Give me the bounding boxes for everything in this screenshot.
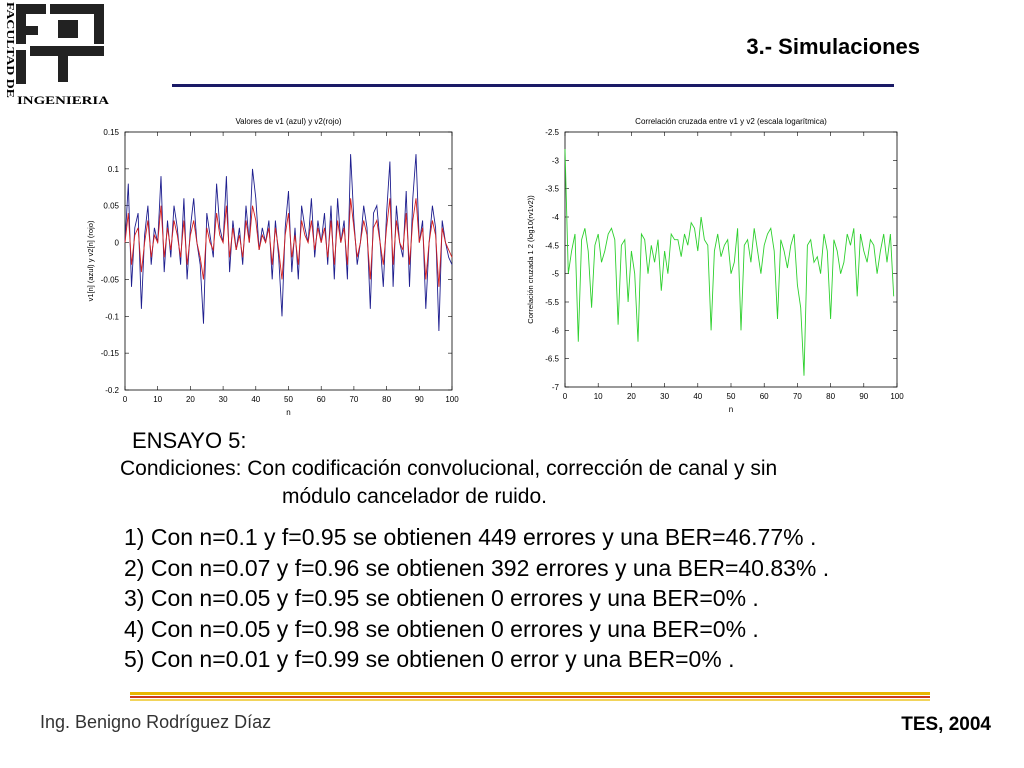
y-axis-label: v1[n] (azul) y v2[n] (rojo): [86, 220, 95, 301]
x-tick-label: 10: [153, 395, 162, 404]
chart-cross-correlation: Correlación cruzada entre v1 y v2 (escal…: [520, 100, 910, 420]
slide-title: 3.- Simulaciones: [746, 34, 920, 59]
title-divider: [172, 84, 894, 87]
y-tick-label: -2.5: [545, 128, 559, 137]
x-tick-label: 70: [349, 395, 358, 404]
footer-divider-gold: [130, 692, 930, 695]
course-label: TES, 2004: [901, 714, 991, 735]
series-line-1: [564, 148, 895, 376]
y-tick-label: -0.15: [101, 349, 120, 358]
chart-title: Correlación cruzada entre v1 y v2 (escal…: [635, 117, 827, 126]
result-item: 4) Con n=0.05 y f=0.98 se obtienen 0 err…: [124, 615, 759, 642]
x-tick-label: 100: [890, 392, 904, 401]
x-tick-label: 80: [382, 395, 391, 404]
y-tick-label: -4.5: [545, 241, 559, 250]
result-item: 5) Con n=0.01 y f=0.99 se obtienen 0 err…: [124, 646, 735, 672]
x-tick-label: 0: [563, 392, 568, 401]
x-tick-label: 50: [284, 395, 293, 404]
logo-text-vertical: FACULTAD DE: [4, 2, 16, 98]
footer-divider-red: [130, 696, 930, 698]
x-tick-label: 30: [219, 395, 228, 404]
chart-title: Valores de v1 (azul) y v2(rojo): [235, 117, 341, 126]
y-tick-label: -0.05: [101, 275, 120, 284]
x-tick-label: 10: [594, 392, 603, 401]
conditions-text: Condiciones: Con codificación convolucio…: [120, 455, 940, 511]
y-tick-label: -6: [552, 326, 560, 335]
y-tick-label: 0.1: [108, 165, 120, 174]
y-tick-label: -3: [552, 156, 560, 165]
result-item: 2) Con n=0.07 y f=0.96 se obtienen 392 e…: [124, 554, 830, 581]
author-name: Ing. Benigno Rodríguez Díaz: [40, 712, 272, 732]
x-tick-label: 30: [660, 392, 669, 401]
y-tick-label: -4: [552, 213, 560, 222]
results-list: 1) Con n=0.1 y f=0.95 se obtienen 449 er…: [124, 522, 829, 675]
faculty-logo: FACULTAD DE INGENIERIA: [4, 2, 109, 107]
x-tick-label: 100: [445, 395, 459, 404]
y-tick-label: -5: [552, 270, 560, 279]
x-tick-label: 50: [727, 392, 736, 401]
y-tick-label: -7: [552, 383, 560, 392]
x-tick-label: 90: [415, 395, 424, 404]
x-tick-label: 20: [627, 392, 636, 401]
y-tick-label: -5.5: [545, 298, 559, 307]
x-tick-label: 40: [251, 395, 260, 404]
x-tick-label: 90: [859, 392, 868, 401]
x-tick-label: 80: [826, 392, 835, 401]
series-line-2: [124, 198, 453, 287]
conditions-line-2: módulo cancelador de ruido.: [282, 485, 548, 508]
ensayo-heading: ENSAYO 5:: [132, 428, 247, 453]
y-tick-label: -6.5: [545, 355, 559, 364]
footer-divider-yellow: [130, 699, 930, 701]
y-tick-label: 0.05: [103, 202, 119, 211]
y-tick-label: -3.5: [545, 185, 559, 194]
x-tick-label: 70: [793, 392, 802, 401]
plot-frame: [124, 131, 453, 391]
y-tick-label: -0.2: [105, 386, 119, 395]
conditions-line-1: Condiciones: Con codificación convolucio…: [120, 457, 778, 480]
logo-text-horizontal: INGENIERIA: [17, 93, 109, 107]
x-tick-label: 60: [317, 395, 326, 404]
y-tick-label: -0.1: [105, 312, 119, 321]
logo-emblem: [16, 4, 104, 84]
x-tick-label: 0: [123, 395, 128, 404]
x-axis-label: n: [729, 405, 733, 414]
chart-v1-v2-svg: Valores de v1 (azul) y v2(rojo) 0 10 20 30 40…: [86, 117, 459, 417]
x-axis-label: n: [286, 408, 290, 417]
y-tick-label: 0: [115, 239, 120, 248]
chart-v1-v2-values: Valores de v1 (azul) y v2(rojo) 0 10 20 30 40…: [80, 100, 470, 420]
x-tick-label: 40: [693, 392, 702, 401]
x-tick-label: 20: [186, 395, 195, 404]
result-item: 3) Con n=0.05 y f=0.95 se obtienen 0 err…: [124, 585, 759, 611]
result-item: 1) Con n=0.1 y f=0.95 se obtienen 449 er…: [124, 524, 817, 550]
chart-cross-correlation-svg: Correlación cruzada entre v1 y v2 (escal…: [526, 117, 904, 414]
y-tick-label: 0.15: [103, 128, 119, 137]
y-axis-label: Correlación cruzada 1 2 (log10(rv1v2)): [526, 195, 535, 324]
plot-frame: [564, 131, 898, 388]
x-tick-label: 60: [760, 392, 769, 401]
